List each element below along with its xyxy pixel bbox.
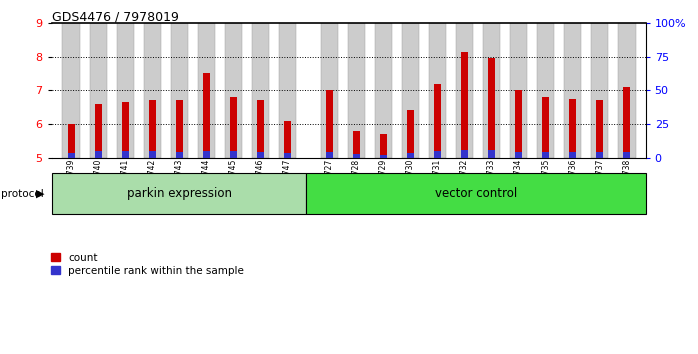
Bar (144, 23, 161, 158)
Bar (488, 58, 495, 158)
Bar (596, 101, 603, 158)
Bar (284, 120, 291, 158)
Bar (510, 23, 528, 158)
Bar (461, 52, 468, 158)
Bar (429, 23, 446, 158)
Bar (95, 152, 102, 158)
Bar (407, 110, 414, 158)
Bar (306, 173, 646, 214)
Bar (488, 150, 495, 158)
Bar (434, 84, 441, 158)
Bar (284, 153, 291, 158)
Bar (203, 73, 210, 158)
Bar (68, 124, 75, 158)
Bar (252, 23, 269, 158)
Bar (203, 151, 210, 158)
Bar (257, 152, 264, 158)
Bar (122, 152, 128, 158)
Bar (95, 104, 102, 158)
Text: vector control: vector control (435, 187, 517, 200)
Bar (176, 101, 183, 158)
Bar (326, 90, 333, 158)
Bar (149, 101, 156, 158)
Bar (515, 90, 522, 158)
Bar (170, 23, 188, 158)
Bar (483, 23, 500, 158)
Bar (618, 23, 635, 158)
Bar (380, 134, 387, 158)
Bar (63, 23, 80, 158)
Bar (461, 150, 468, 158)
Text: parkin expression: parkin expression (127, 187, 232, 200)
Bar (591, 23, 609, 158)
Bar (230, 152, 237, 158)
Text: protocol: protocol (1, 189, 44, 199)
Bar (456, 23, 473, 158)
Bar (570, 152, 576, 158)
Bar (326, 153, 333, 158)
Bar (623, 87, 630, 158)
Bar (320, 23, 339, 158)
Bar (176, 152, 183, 158)
Bar (52, 173, 306, 214)
Bar (117, 23, 134, 158)
Bar (353, 154, 359, 158)
Text: ▶: ▶ (36, 189, 45, 199)
Bar (570, 99, 576, 158)
Bar (380, 154, 387, 158)
Bar (353, 131, 359, 158)
Bar (542, 97, 549, 158)
Legend: count, percentile rank within the sample: count, percentile rank within the sample (50, 253, 244, 276)
Bar (564, 23, 581, 158)
Bar (257, 101, 264, 158)
Bar (542, 152, 549, 158)
Bar (623, 152, 630, 158)
Bar (225, 23, 242, 158)
Bar (402, 23, 419, 158)
Bar (596, 152, 603, 158)
Bar (149, 151, 156, 158)
Bar (348, 23, 365, 158)
Text: GDS4476 / 7978019: GDS4476 / 7978019 (52, 11, 179, 24)
Bar (122, 102, 128, 158)
Bar (68, 153, 75, 158)
Bar (375, 23, 392, 158)
Bar (230, 97, 237, 158)
Bar (198, 23, 215, 158)
Bar (89, 23, 107, 158)
Bar (515, 152, 522, 158)
Bar (434, 152, 441, 158)
Bar (407, 153, 414, 158)
Bar (279, 23, 296, 158)
Bar (537, 23, 554, 158)
